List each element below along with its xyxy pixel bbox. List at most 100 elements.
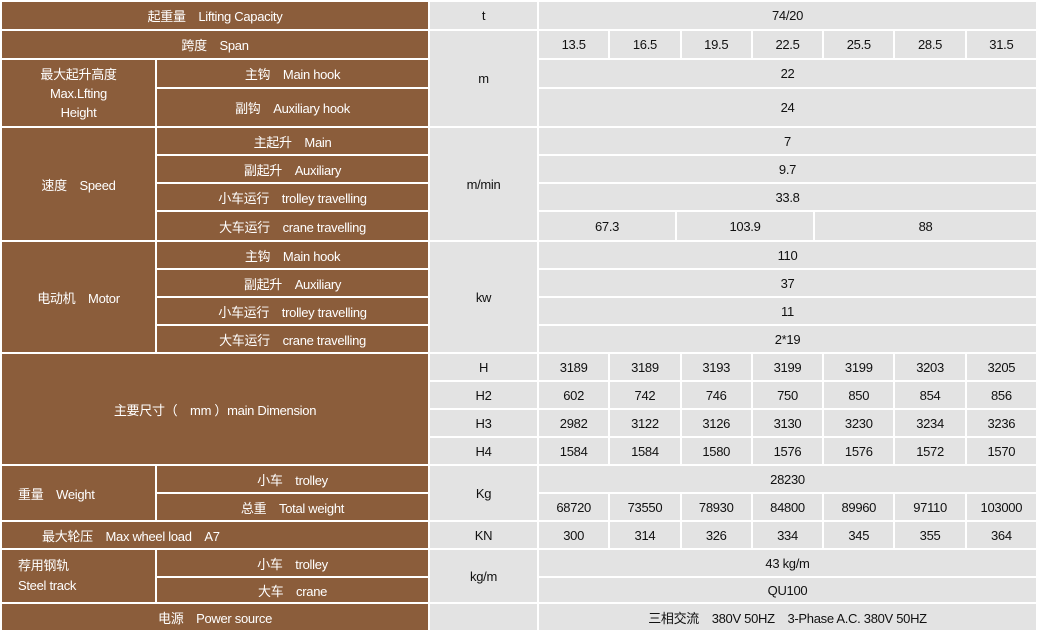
unit-power — [428, 602, 540, 632]
row-motor-aux: 副起升 Auxiliary 37 — [1, 268, 1038, 298]
span-cell: 16.5 — [608, 29, 682, 60]
dim-cell: 1576 — [822, 436, 896, 466]
label-motor: 电动机 Motor — [0, 240, 157, 354]
value-lifting-capacity: 74/20 — [537, 0, 1038, 31]
label-main-hook: 主钩 Main hook — [154, 58, 431, 89]
unit-motor: kw — [428, 240, 540, 354]
dim-cell: 750 — [750, 380, 825, 410]
label-power-source: 电源 Power source — [0, 602, 431, 632]
label-max-lifting-height: 最大起升高度 Max.Lfting Height — [0, 58, 157, 128]
label-span: 跨度 Span — [0, 29, 431, 60]
dim-cell: 3199 — [822, 352, 896, 382]
unit-track: kg/m — [428, 548, 540, 604]
dim-cell: 3126 — [679, 408, 753, 438]
row-speed-aux: 副起升 Auxiliary 9.7 — [1, 154, 1038, 184]
label-track-trolley: 小车 trolley — [154, 548, 431, 578]
value-track-trolley: 43 kg/m — [537, 548, 1038, 578]
value-speed-trolley: 33.8 — [537, 182, 1038, 212]
weight-cell: 84800 — [750, 492, 825, 522]
label-line: 最大起升高度 — [40, 66, 117, 82]
unit-speed: m/min — [428, 126, 540, 242]
wheel-cell: 326 — [679, 520, 753, 550]
dim-cell: 3205 — [964, 352, 1038, 382]
unit-H2: H2 — [428, 380, 540, 410]
dim-cell: 742 — [608, 380, 682, 410]
value-speed-crane: 67.3 103.9 88 — [537, 210, 1038, 242]
label-weight: 重量 Weight — [0, 464, 157, 522]
weight-cell: 78930 — [679, 492, 753, 522]
label-track-crane: 大车 crane — [154, 576, 431, 604]
label-trolley: 小车 trolley — [154, 464, 431, 494]
weight-cell: 73550 — [608, 492, 682, 522]
row-speed-crane: 大车运行 crane travelling 67.3 103.9 88 — [1, 210, 1038, 242]
value-motor-aux: 37 — [537, 268, 1038, 298]
weight-cell: 68720 — [537, 492, 611, 522]
row-max-wheel-load: 最大轮压 Max wheel load A7 KN 300 314 326 33… — [0, 520, 1038, 550]
row-motor-main: 电动机 Motor 主钩 Main hook kw 110 — [0, 240, 1038, 354]
value-aux-hook-height: 24 — [537, 87, 1038, 128]
value-speed-aux: 9.7 — [537, 154, 1038, 184]
dim-cell: 3203 — [893, 352, 967, 382]
dim-cell: 1570 — [964, 436, 1038, 466]
wheel-cell: 355 — [893, 520, 967, 550]
row-lifting-capacity: 起重量 Lifting Capacity t 74/20 — [0, 0, 1038, 31]
row-motor-crane: 大车运行 crane travelling 2*19 — [1, 324, 1038, 354]
label-auxiliary-hook: 副钩 Auxiliary hook — [154, 87, 431, 128]
speed-crane-cell: 88 — [813, 212, 1036, 240]
value-trolley-weight: 28230 — [537, 464, 1038, 494]
wheel-cell: 345 — [822, 520, 896, 550]
dim-cell: 854 — [893, 380, 967, 410]
label-line: Height — [60, 104, 97, 120]
value-track-crane: QU100 — [537, 576, 1038, 604]
label-motor-trolley: 小车运行 trolley travelling — [154, 296, 431, 326]
dim-cell: 3189 — [608, 352, 682, 382]
dim-cell: 3199 — [750, 352, 825, 382]
unit-H3: H3 — [428, 408, 540, 438]
row-motor-trolley: 小车运行 trolley travelling 11 — [1, 296, 1038, 326]
unit-t: t — [428, 0, 540, 31]
row-dim-H2: H2 602 742 746 750 850 854 856 — [1, 380, 1038, 410]
row-span: 跨度 Span m 13.5 16.5 19.5 22.5 25.5 28.5 … — [0, 29, 1038, 128]
value-speed-main: 7 — [537, 126, 1038, 156]
label-motor-crane: 大车运行 crane travelling — [154, 324, 431, 354]
label-line: Max.Lfting — [50, 85, 107, 101]
row-total-weight: 总重 Total weight 68720 73550 78930 84800 … — [1, 492, 1038, 522]
dim-cell: 856 — [964, 380, 1038, 410]
span-cell: 19.5 — [679, 29, 753, 60]
weight-cell: 89960 — [822, 492, 896, 522]
dim-cell: 2982 — [537, 408, 611, 438]
label-line: Steel track — [18, 578, 77, 593]
dim-cell: 1576 — [750, 436, 825, 466]
speed-crane-cell: 103.9 — [675, 212, 813, 240]
dim-cell: 3130 — [750, 408, 825, 438]
dim-cell: 746 — [679, 380, 753, 410]
dim-cell: 3193 — [679, 352, 753, 382]
span-cell: 28.5 — [893, 29, 967, 60]
label-line: 荐用钢轨 — [18, 558, 69, 573]
label-auxiliary: 副起升 Auxiliary — [154, 154, 431, 184]
wheel-cell: 300 — [537, 520, 611, 550]
label-motor-auxiliary: 副起升 Auxiliary — [154, 268, 431, 298]
dim-cell: 1584 — [537, 436, 611, 466]
label-steel-track: 荐用钢轨 Steel track — [0, 548, 157, 604]
dim-cell: 602 — [537, 380, 611, 410]
label-main: 主起升 Main — [154, 126, 431, 156]
row-main-hook-height: 最大起升高度 Max.Lfting Height 主钩 Main hook 22 — [0, 58, 1038, 128]
row-dim-H3: H3 2982 3122 3126 3130 3230 3234 3236 — [1, 408, 1038, 438]
row-track-trolley: 荐用钢轨 Steel track 小车 trolley kg/m 43 kg/m — [0, 548, 1038, 604]
unit-m: m — [428, 29, 540, 128]
row-speed-main: 速度 Speed 主起升 Main m/min 7 — [0, 126, 1038, 242]
weight-cell: 103000 — [964, 492, 1038, 522]
label-speed: 速度 Speed — [0, 126, 157, 242]
dim-cell: 3234 — [893, 408, 967, 438]
dim-cell: 1580 — [679, 436, 753, 466]
value-power-source: 三相交流 380V 50HZ 3-Phase A.C. 380V 50HZ — [537, 602, 1038, 632]
row-track-crane: 大车 crane QU100 — [1, 576, 1038, 604]
unit-H4: H4 — [428, 436, 540, 466]
unit-wheel: KN — [428, 520, 540, 550]
row-trolley-weight: 重量 Weight 小车 trolley Kg 28230 — [0, 464, 1038, 522]
value-main-hook-height: 22 — [537, 58, 1038, 89]
label-max-wheel-load: 最大轮压 Max wheel load A7 — [0, 520, 431, 550]
row-aux-hook-height: 副钩 Auxiliary hook 24 — [1, 87, 1038, 128]
